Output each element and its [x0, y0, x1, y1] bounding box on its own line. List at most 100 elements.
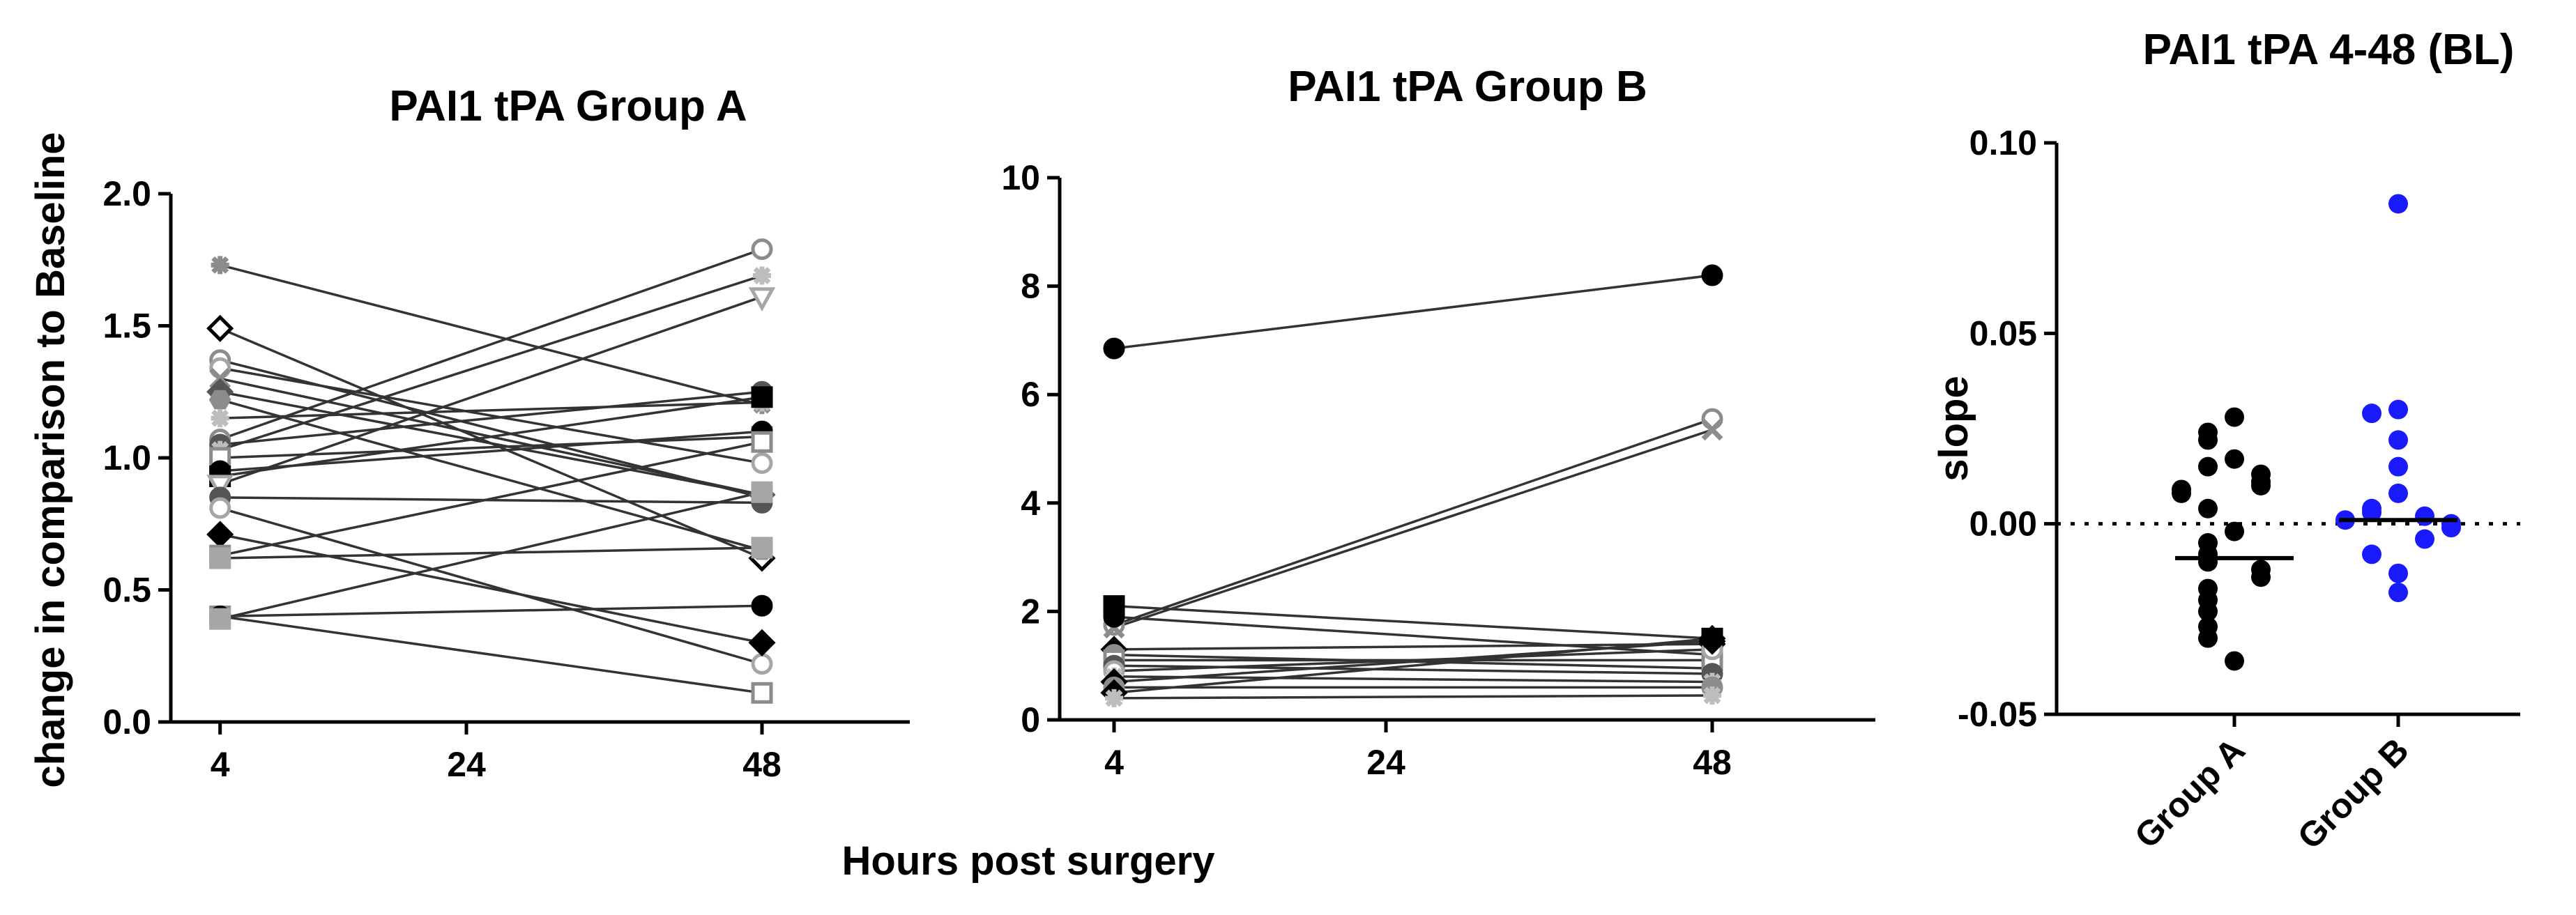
- slope-point: [2388, 563, 2408, 583]
- data-point: [751, 452, 773, 475]
- data-point: [208, 390, 231, 410]
- series-line: [220, 390, 763, 446]
- series-line: [220, 263, 763, 406]
- y-tick-label: 8: [1021, 267, 1040, 306]
- y-tick-label: 0.00: [1969, 505, 2037, 544]
- slope-point: [2388, 194, 2408, 214]
- data-point: [206, 521, 234, 548]
- slope-point: [2198, 498, 2218, 518]
- series-line: [1113, 637, 1713, 694]
- data-point: [1703, 686, 1721, 705]
- y-tick-label: 0.0: [102, 702, 151, 741]
- chart-title-group-b: PAI1 tPA Group B: [1288, 63, 1647, 111]
- series-line: [220, 398, 763, 552]
- series-line: [220, 604, 763, 618]
- y-tick-label: -0.05: [1958, 695, 2037, 734]
- data-point: [751, 238, 773, 261]
- series-line: [220, 496, 763, 505]
- data-point: [751, 386, 773, 408]
- slope-point: [2172, 483, 2191, 503]
- slope-point: [2198, 456, 2218, 477]
- series-line: [1113, 417, 1713, 626]
- data-point: [211, 409, 229, 428]
- slope-point: [2198, 601, 2218, 622]
- slope-point: [2251, 567, 2271, 587]
- slope-point: [2388, 483, 2408, 503]
- slope-point: [2441, 518, 2461, 538]
- data-point: [209, 497, 231, 519]
- slope-point: [2388, 456, 2408, 477]
- series-line: [220, 507, 763, 666]
- series-lines-group-b: [1113, 274, 1713, 700]
- y-tick-label: 0: [1021, 700, 1040, 739]
- series-line: [220, 440, 763, 557]
- series-line: [1113, 675, 1713, 684]
- slope-point: [2362, 544, 2381, 564]
- data-point: [1103, 337, 1125, 360]
- data-point: [211, 256, 229, 275]
- data-point: [206, 475, 234, 500]
- axes-slope: 0.10 0.05 0.00 -0.05 Group A Group B: [1958, 123, 2520, 856]
- x-tick-label: 48: [742, 745, 782, 784]
- x-axis-label-shared: Hours post surgery: [842, 838, 1215, 884]
- series-line: [220, 274, 763, 452]
- category-label: Group A: [2127, 730, 2253, 856]
- series-line: [220, 247, 763, 441]
- x-tick-label: 24: [1366, 743, 1405, 782]
- series-line: [220, 533, 763, 645]
- slope-point: [2388, 430, 2408, 450]
- y-tick-label: 1.0: [102, 438, 151, 477]
- x-tick-label: 4: [1104, 743, 1124, 782]
- slope-point: [2415, 506, 2434, 526]
- slope-point: [2198, 628, 2218, 648]
- series-line: [220, 546, 763, 560]
- y-axis-label-group-a: change in comparison to Baseline: [28, 132, 73, 787]
- slope-point: [2198, 430, 2218, 450]
- y-tick-label: 4: [1021, 484, 1040, 523]
- slope-point: [2225, 407, 2244, 427]
- scatter-points-slope: [2172, 194, 2461, 671]
- x-tick-label: 48: [1693, 743, 1732, 782]
- data-point: [751, 682, 773, 704]
- data-point: [753, 266, 771, 285]
- slope-point: [2225, 449, 2244, 469]
- series-line: [220, 396, 763, 478]
- series-line: [1113, 643, 1713, 651]
- data-point: [751, 594, 773, 617]
- y-axis-label-slope: slope: [1931, 376, 1976, 482]
- series-line: [220, 615, 763, 695]
- slope-point: [2225, 521, 2244, 541]
- data-point: [748, 287, 776, 312]
- y-tick-label: 0.5: [102, 571, 151, 610]
- series-line: [220, 401, 763, 420]
- slope-point: [2388, 583, 2408, 603]
- slope-point: [2388, 399, 2408, 420]
- data-point: [209, 608, 231, 630]
- panel-slope: PAI1 tPA 4-48 (BL) slope 0.10 0.05 0.00 -0.…: [1931, 26, 2520, 856]
- series-line: [220, 491, 763, 620]
- data-point: [751, 537, 773, 559]
- series-markers-group-a: [206, 238, 776, 704]
- chart-title-group-a: PAI1 tPA Group A: [389, 82, 747, 130]
- slope-point: [2415, 529, 2434, 549]
- data-point: [209, 547, 231, 569]
- series-lines-group-a: [219, 247, 763, 695]
- series-markers-group-b: [1100, 264, 1726, 707]
- series-line: [220, 390, 763, 496]
- data-point: [1701, 419, 1723, 441]
- y-tick-label: 2: [1021, 592, 1040, 631]
- series-line: [220, 295, 763, 486]
- y-tick-label: 0.05: [1969, 314, 2037, 353]
- slope-point: [2198, 552, 2218, 572]
- series-line: [1113, 604, 1713, 640]
- data-point: [1701, 264, 1723, 286]
- chart-title-slope: PAI1 tPA 4-48 (BL): [2143, 26, 2515, 74]
- data-point: [748, 629, 776, 656]
- series-line: [1113, 648, 1713, 672]
- y-tick-label: 1.5: [102, 307, 151, 346]
- data-point: [206, 314, 234, 342]
- data-point: [1103, 606, 1125, 628]
